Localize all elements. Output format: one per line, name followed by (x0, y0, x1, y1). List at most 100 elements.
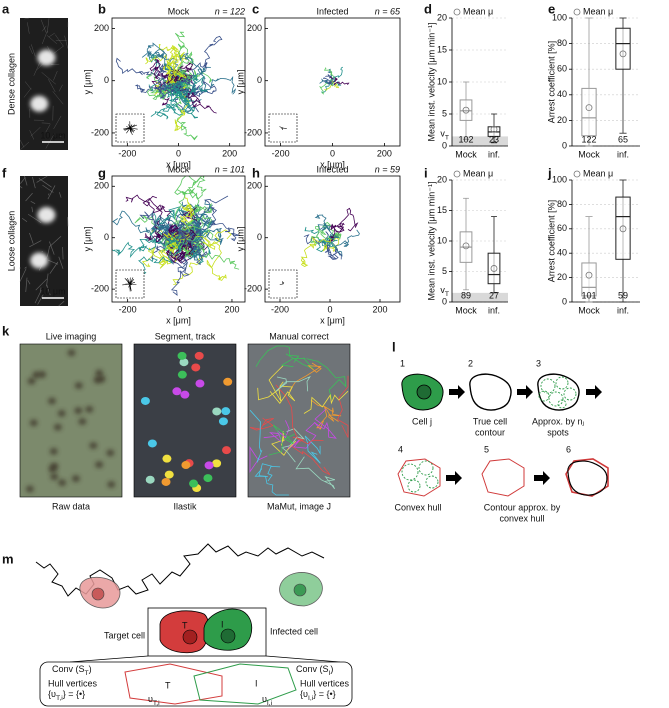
segmented-cell (189, 479, 199, 488)
collagen-fiber (48, 193, 50, 196)
nucleus (220, 628, 236, 644)
segmented-cell (161, 477, 171, 486)
y-tick-label: 100 (552, 174, 567, 184)
x-tick-label: -200 (271, 304, 289, 314)
conv-t-label-part: Conv (S (52, 664, 85, 674)
track (174, 31, 192, 83)
track (249, 446, 268, 473)
y-tick-label: 40 (557, 248, 567, 258)
cell-contour (469, 373, 512, 411)
pipeline-title: Live imaging (46, 331, 97, 341)
segmented-cell (203, 474, 213, 483)
hull-i (193, 663, 297, 705)
inset-track (282, 127, 284, 130)
collagen-fiber (31, 206, 34, 213)
cell-blob (30, 95, 49, 112)
microscopy-image (20, 18, 68, 150)
x-tick-label: inf. (617, 149, 629, 159)
hull-i-label: {υI,i} = {•} (300, 689, 336, 702)
arrow (449, 385, 465, 399)
panel-label: d (424, 1, 432, 16)
panel-label: l (392, 339, 396, 354)
inset-track (129, 124, 132, 129)
hull-t-label-part: T,i (56, 695, 63, 702)
collagen-fiber (41, 72, 56, 85)
hull-t-letter: T (165, 680, 171, 690)
track (313, 408, 337, 439)
image-label: Loose collagen (6, 211, 16, 272)
x-tick-label: inf. (488, 149, 500, 159)
track (330, 76, 338, 83)
arrow (586, 385, 602, 399)
track (162, 80, 190, 102)
spot (563, 387, 577, 401)
collagen-fiber (49, 241, 55, 255)
y-tick-label: -200 (244, 284, 262, 294)
tracks (115, 31, 237, 141)
track (268, 424, 295, 456)
x-axis-label: x [μm] (320, 315, 345, 325)
step-number: 3 (536, 358, 541, 368)
inset-track (279, 283, 284, 285)
step-number: 6 (566, 444, 571, 454)
track (158, 234, 181, 269)
spot (555, 376, 569, 390)
track (170, 232, 190, 296)
collagen-fiber (46, 35, 57, 44)
collagen-fiber (27, 22, 30, 34)
track (314, 214, 339, 239)
track (327, 229, 360, 257)
track (255, 345, 300, 367)
collagen-fiber (64, 35, 69, 49)
conv-t-label-part: T (85, 670, 89, 677)
cell-blob (27, 377, 36, 385)
conv-i-label-part: ) (330, 664, 333, 674)
collagen-fiber (41, 30, 48, 45)
collagen-fiber (29, 232, 34, 244)
convex-hull (565, 458, 609, 497)
vertex-t-label-part: υ (148, 694, 153, 704)
box (581, 87, 597, 137)
track (175, 220, 239, 244)
collagen-fiber (40, 19, 47, 33)
image-label: Dense collagen (6, 53, 16, 115)
x-tick-label: inf. (617, 305, 629, 315)
collagen-fiber (30, 127, 41, 137)
track (172, 79, 198, 141)
pipeline-title: Manual correct (269, 331, 329, 341)
track (332, 66, 344, 83)
segmented-cell (172, 387, 182, 396)
step-caption: Cell j (412, 416, 432, 426)
y-tick-label: 0 (104, 75, 109, 85)
collagen-fiber (47, 185, 56, 200)
spots (401, 460, 439, 493)
cell-blob (74, 382, 83, 390)
collagen-fiber (47, 247, 50, 257)
y-axis-label: y [μm] (82, 227, 92, 252)
collagen-fiber (29, 46, 33, 55)
y-axis-label: y [μm] (235, 70, 245, 95)
legend-marker (453, 170, 461, 178)
cell-blob (25, 485, 34, 493)
track (174, 214, 214, 256)
step-caption: Approx. by nⱼ (532, 416, 585, 426)
track (322, 233, 338, 249)
collagen-fiber (29, 240, 42, 248)
track (334, 81, 350, 86)
mean-marker (585, 104, 593, 111)
x-tick-label: Mock (455, 305, 477, 315)
mean-marker (490, 265, 498, 272)
cell-blob (107, 480, 116, 488)
count-label: 23 (489, 134, 499, 144)
track (174, 81, 190, 132)
collagen-fiber (25, 277, 28, 293)
spot (401, 463, 419, 481)
x-tick-label: 200 (372, 304, 387, 314)
x-tick-label: Mock (578, 149, 600, 159)
target-label: Target cell (104, 630, 145, 640)
zoom-box (147, 607, 267, 657)
pipeline-caption: MaMut, image J (267, 501, 331, 511)
track (177, 192, 195, 237)
step-caption: Contour approx. by (484, 502, 561, 512)
y-tick-label: 60 (557, 64, 567, 74)
